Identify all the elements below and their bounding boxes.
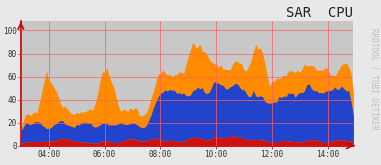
Text: RRDTOOL / TOBI OETIKER: RRDTOOL / TOBI OETIKER bbox=[369, 28, 378, 130]
Text: SAR  CPU: SAR CPU bbox=[287, 6, 354, 20]
